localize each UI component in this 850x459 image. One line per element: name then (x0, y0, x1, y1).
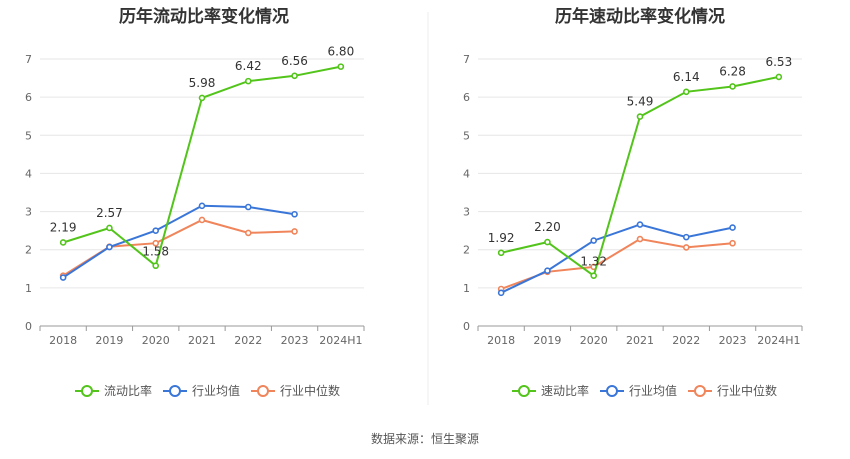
y-tick-label: 2 (463, 244, 470, 257)
legend-marker (518, 385, 530, 397)
data-point (152, 262, 160, 270)
legend-marker (606, 385, 618, 397)
data-point (729, 83, 736, 90)
data-point (291, 210, 298, 218)
chart-title: 历年速动比率变化情况 (555, 6, 725, 27)
x-tick-label: 2020 (580, 334, 608, 347)
data-point (198, 202, 206, 210)
legend-marker (257, 385, 269, 397)
series-line-3 (500, 237, 733, 290)
x-tick-label: 2023 (719, 334, 747, 347)
y-tick-label: 5 (463, 129, 470, 142)
data-label: 6.80 (327, 45, 354, 59)
y-tick-label: 6 (463, 91, 470, 104)
x-tick-label: 2021 (626, 334, 654, 347)
y-tick-label: 5 (25, 129, 32, 142)
legend-label: 速动比率 (541, 383, 589, 398)
data-point (729, 239, 736, 247)
y-tick-label: 4 (25, 167, 32, 180)
x-tick-label: 2018 (487, 334, 515, 347)
y-tick-label: 2 (25, 244, 32, 257)
legend-label: 行业中位数 (717, 383, 777, 398)
data-point (636, 235, 644, 243)
data-label: 1.58 (142, 245, 169, 259)
data-point (337, 63, 345, 70)
data-point (244, 203, 252, 211)
x-tick-label: 2019 (533, 334, 561, 347)
legend-marker (169, 385, 181, 397)
data-point (682, 244, 690, 251)
legend-label: 行业均值 (629, 383, 677, 398)
x-tick-label: 2020 (142, 334, 170, 347)
data-label: 6.28 (719, 64, 746, 78)
data-label: 5.98 (189, 76, 216, 90)
data-point (729, 224, 736, 231)
legend-marker (694, 385, 706, 397)
data-point (291, 228, 298, 235)
data-label: 5.49 (627, 95, 654, 109)
x-tick-label: 2024H1 (757, 334, 800, 347)
y-tick-label: 6 (25, 91, 32, 104)
x-tick-label: 2022 (234, 334, 262, 347)
legend-label: 行业中位数 (280, 383, 340, 398)
data-point (291, 72, 298, 80)
y-tick-label: 0 (25, 320, 32, 333)
data-point (59, 274, 67, 281)
data-label: 6.14 (673, 70, 700, 84)
legend-marker (81, 385, 93, 397)
series-line-2 (500, 223, 733, 294)
data-label: 2.57 (96, 206, 123, 220)
data-point (59, 239, 67, 246)
series-line-2 (62, 204, 295, 279)
data-point (106, 243, 113, 251)
series-line-3 (62, 218, 295, 277)
data-point (152, 227, 160, 234)
data-point (244, 229, 252, 237)
y-tick-label: 1 (25, 282, 32, 295)
data-label: 1.32 (580, 255, 607, 269)
y-tick-label: 1 (463, 282, 470, 295)
data-point (544, 238, 551, 246)
data-point (497, 289, 505, 297)
data-label: 6.42 (235, 59, 262, 73)
data-point (152, 239, 160, 247)
data-point (590, 272, 598, 279)
x-tick-label: 2018 (49, 334, 77, 347)
data-source-note: 数据来源：恒生聚源 (370, 432, 479, 446)
legend-label: 流动比率 (104, 383, 152, 398)
legend-label: 行业均值 (192, 383, 240, 398)
data-label: 1.92 (488, 231, 515, 245)
x-tick-label: 2023 (281, 334, 309, 347)
x-tick-label: 2022 (672, 334, 700, 347)
data-label: 6.56 (281, 54, 308, 68)
data-point (544, 267, 551, 274)
data-point (244, 77, 252, 85)
data-label: 6.53 (765, 55, 792, 69)
data-point (198, 94, 206, 102)
data-point (775, 73, 783, 81)
data-point (590, 237, 598, 244)
x-tick-label: 2019 (95, 334, 123, 347)
x-tick-label: 2024H1 (319, 334, 362, 347)
y-tick-label: 7 (25, 53, 32, 66)
y-tick-label: 3 (463, 206, 470, 219)
chart-panel-1: 历年流动比率变化情况 0 1 2 3 4 5 6 7 2018 2019 2020 2021 2022 20… (25, 6, 365, 398)
data-point (636, 113, 644, 120)
data-point (497, 249, 505, 257)
data-point (636, 221, 644, 228)
y-tick-label: 0 (463, 320, 470, 333)
data-point (682, 88, 690, 96)
chart-panel-2: 历年速动比率变化情况 0 1 2 3 4 5 6 7 2018 2019 2020 2021 2022 20… (463, 6, 803, 398)
data-point (682, 233, 690, 241)
data-label: 2.19 (50, 220, 77, 234)
y-tick-label: 7 (463, 53, 470, 66)
data-label: 2.20 (534, 220, 561, 234)
y-tick-label: 3 (25, 206, 32, 219)
data-point (106, 224, 113, 232)
chart-title: 历年流动比率变化情况 (119, 6, 289, 27)
y-tick-label: 4 (463, 167, 470, 180)
x-tick-label: 2021 (188, 334, 216, 347)
data-point (198, 216, 206, 224)
